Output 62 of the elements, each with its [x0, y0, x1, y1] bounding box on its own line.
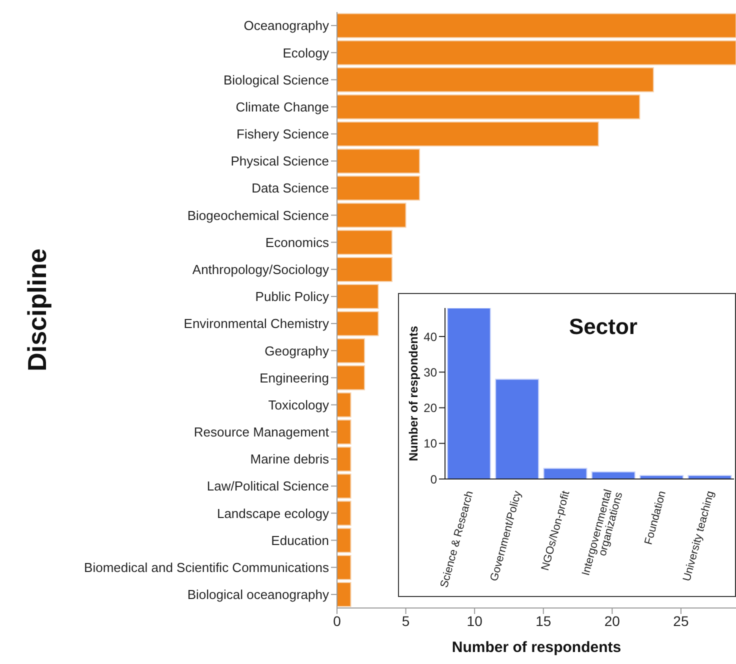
bar — [337, 202, 406, 228]
bar — [337, 230, 393, 255]
bar — [337, 256, 393, 282]
x-tick-label: 20 — [604, 612, 620, 629]
x-tick-label: 25 — [673, 612, 689, 629]
x-tick-label: 15 — [536, 612, 552, 629]
y-tick-label: 0 — [430, 472, 438, 486]
bar — [337, 554, 352, 580]
y-tick-label: Oceanography — [244, 18, 330, 34]
y-tick-label: 30 — [424, 365, 438, 380]
y-tick-label: Biogeochemical Science — [187, 208, 329, 223]
bar — [337, 121, 599, 146]
bar — [337, 474, 352, 499]
y-tick-label: 10 — [424, 436, 438, 451]
y-tick-label: Engineering — [260, 370, 329, 386]
y-axis-title: Number of respondents — [406, 326, 420, 462]
bar — [337, 67, 654, 92]
bar — [337, 528, 352, 553]
bar — [337, 419, 352, 444]
bar — [337, 284, 379, 310]
y-tick-label: Economics — [265, 234, 330, 250]
y-tick-label: 40 — [424, 330, 438, 344]
y-tick-label: Biological oceanography — [187, 587, 330, 602]
chart-title: Sector — [569, 314, 638, 340]
y-tick-label: Environmental Chemistry — [184, 316, 330, 332]
y-tick-label: Fishery Science — [236, 126, 329, 142]
y-tick-label: Anthropology/Sociology — [192, 262, 330, 277]
bar — [337, 365, 366, 390]
bar — [543, 468, 588, 479]
y-axis-title: Discipline — [22, 248, 52, 372]
bar — [337, 40, 736, 66]
bar — [337, 500, 352, 526]
bar — [337, 446, 352, 472]
x-tick-label: 0 — [333, 612, 342, 629]
bar — [337, 176, 420, 201]
bar — [337, 94, 640, 120]
x-axis-title: Number of respondents — [452, 639, 622, 656]
bar — [495, 378, 540, 479]
bar — [337, 582, 352, 608]
y-tick-label: Resource Management — [194, 424, 330, 440]
y-tick-label: 20 — [424, 401, 438, 416]
y-tick-label: Biomedical and Scientific Communications — [84, 560, 330, 575]
y-tick-label: Physical Science — [230, 154, 329, 169]
bar — [337, 311, 379, 336]
y-tick-label: Climate Change — [236, 99, 329, 114]
y-tick-label: Biological Science — [223, 72, 329, 88]
bar — [337, 148, 420, 174]
bar — [337, 392, 352, 418]
y-tick-label: Marine debris — [250, 452, 330, 467]
y-tick-label: Law/Political Science — [206, 478, 329, 494]
x-tick-label: 10 — [466, 612, 483, 629]
y-tick-label: Public Policy — [255, 289, 330, 304]
y-tick-label: Education — [271, 532, 329, 548]
y-tick-label: Landscape ecology — [216, 506, 330, 521]
bar — [337, 13, 736, 38]
y-tick-label: Ecology — [282, 45, 330, 60]
bar — [591, 471, 636, 479]
y-tick-label: Toxicology — [268, 397, 330, 412]
y-tick-label: Geography — [264, 343, 330, 358]
x-tick-label: 5 — [402, 612, 410, 629]
bar — [337, 338, 366, 364]
y-tick-label: Data Science — [252, 180, 329, 196]
